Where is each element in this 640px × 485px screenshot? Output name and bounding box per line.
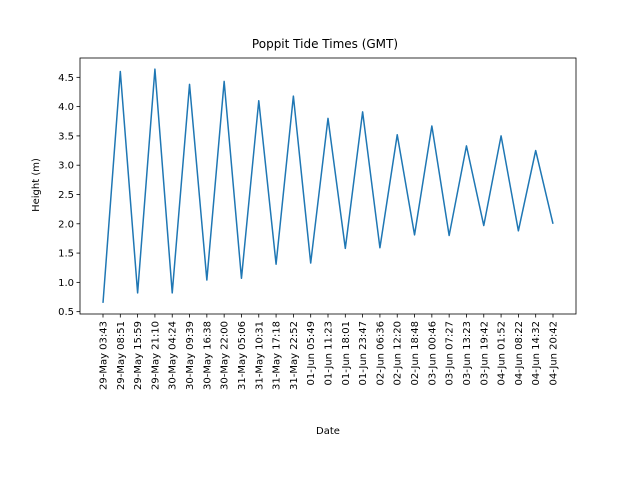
x-tick-label: 30-May 09:39 bbox=[185, 321, 196, 390]
x-tick-label: 31-May 10:31 bbox=[254, 321, 265, 390]
x-axis-label: Date bbox=[316, 426, 340, 437]
x-tick-label: 01-Jun 23:47 bbox=[358, 321, 369, 386]
x-tick-label: 02-Jun 12:20 bbox=[393, 321, 404, 386]
x-tick-label: 03-Jun 13:23 bbox=[462, 321, 473, 386]
x-tick-label: 04-Jun 08:22 bbox=[514, 321, 525, 386]
x-tick-label: 03-Jun 19:42 bbox=[479, 321, 490, 386]
x-tick-label: 01-Jun 11:23 bbox=[324, 321, 335, 386]
x-tick-label: 30-May 16:38 bbox=[202, 321, 213, 390]
chart-title: Poppit Tide Times (GMT) bbox=[252, 37, 398, 51]
x-tick-label: 04-Jun 01:52 bbox=[497, 321, 508, 386]
x-tick-label: 31-May 17:18 bbox=[272, 321, 283, 390]
x-tick-label: 29-May 03:43 bbox=[99, 321, 110, 390]
x-tick-label: 30-May 22:00 bbox=[220, 321, 231, 390]
x-tick-label: 31-May 22:52 bbox=[289, 321, 300, 390]
y-tick-label: 2.0 bbox=[58, 219, 74, 230]
y-tick-label: 2.5 bbox=[58, 190, 74, 201]
x-tick-label: 01-Jun 05:49 bbox=[306, 321, 317, 386]
x-tick-label: 04-Jun 14:32 bbox=[531, 321, 542, 386]
y-axis-label: Height (m) bbox=[31, 158, 42, 212]
y-tick-label: 3.5 bbox=[58, 131, 74, 142]
x-tick-label: 02-Jun 18:48 bbox=[410, 321, 421, 386]
x-tick-label: 29-May 21:10 bbox=[150, 321, 161, 390]
x-tick-label: 02-Jun 06:36 bbox=[375, 321, 386, 386]
x-tick-label: 03-Jun 07:27 bbox=[445, 321, 456, 386]
y-tick-label: 3.0 bbox=[58, 161, 74, 172]
y-tick-label: 4.0 bbox=[58, 102, 74, 113]
y-tick-label: 1.5 bbox=[58, 249, 74, 260]
y-tick-label: 1.0 bbox=[58, 278, 74, 289]
x-tick-label: 31-May 05:06 bbox=[237, 321, 248, 390]
x-tick-label: 30-May 04:24 bbox=[168, 321, 179, 390]
x-tick-label: 29-May 08:51 bbox=[116, 321, 127, 390]
x-tick-label: 03-Jun 00:46 bbox=[427, 321, 438, 386]
x-tick-label: 01-Jun 18:01 bbox=[341, 321, 352, 386]
y-tick-label: 4.5 bbox=[58, 73, 74, 84]
x-tick-label: 04-Jun 20:42 bbox=[549, 321, 560, 386]
y-tick-label: 0.5 bbox=[58, 307, 74, 318]
x-tick-label: 29-May 15:59 bbox=[133, 321, 144, 390]
